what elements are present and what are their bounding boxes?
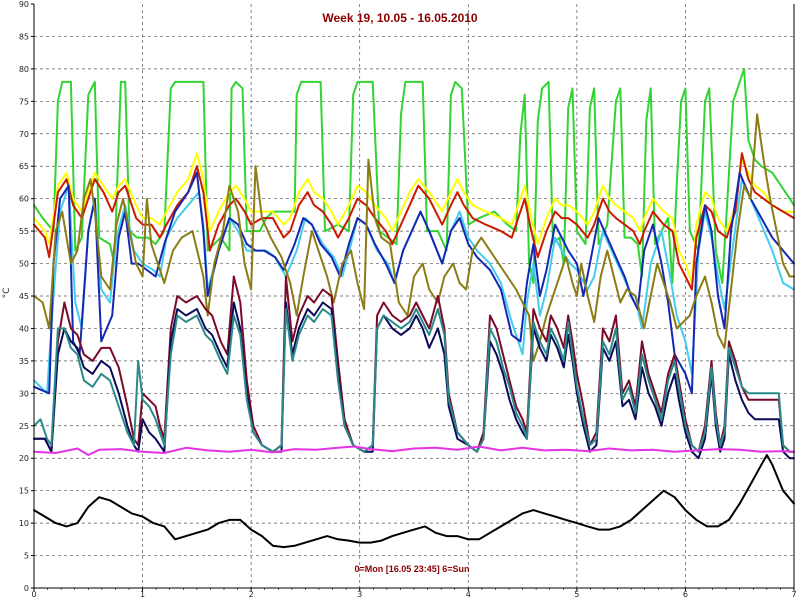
- x-tick-label: 3: [357, 590, 362, 599]
- x-tick-label: 6: [683, 590, 688, 599]
- series-line-5: [33, 171, 795, 395]
- series-line-1: [33, 67, 795, 284]
- series-line-10: [33, 445, 795, 456]
- grid: [34, 4, 794, 588]
- y-tick-label: 45: [19, 292, 29, 301]
- x-tick-label: 7: [791, 590, 796, 599]
- y-tick-label: 35: [19, 357, 29, 366]
- series-line-9: [33, 308, 795, 453]
- y-tick-label: 80: [19, 65, 29, 74]
- y-tick-label: 85: [19, 32, 29, 41]
- series-line-6: [33, 113, 795, 362]
- y-tick-label: 50: [19, 260, 29, 269]
- chart-caption: 0=Mon [16.05 23:45] 6=Sun: [354, 564, 469, 574]
- y-tick-label: 60: [19, 195, 29, 204]
- y-tick-label: 15: [19, 487, 29, 496]
- y-tick-label: 75: [19, 97, 29, 106]
- x-tick-label: 5: [574, 590, 579, 599]
- x-tick-label: 0: [31, 590, 36, 599]
- y-tick-label: 55: [19, 227, 29, 236]
- y-tick-label: 70: [19, 130, 29, 139]
- series-layer: [33, 67, 795, 549]
- y-tick-label: 25: [19, 422, 29, 431]
- x-tick-label: 1: [140, 590, 145, 599]
- axes: [31, 3, 795, 591]
- y-tick-label: 5: [24, 552, 29, 561]
- series-line-11: [33, 454, 795, 549]
- y-tick-label: 0: [24, 584, 29, 593]
- series-line-7: [33, 275, 795, 453]
- series-line-2: [33, 152, 795, 284]
- series-line-3: [33, 152, 795, 291]
- y-tick-label: 65: [19, 162, 29, 171]
- y-tick-label: 10: [19, 519, 29, 528]
- y-tick-label: 40: [19, 324, 29, 333]
- series-line-8: [33, 301, 795, 460]
- x-tick-label: 4: [466, 590, 471, 599]
- y-tick-label: 90: [19, 0, 29, 9]
- x-tick-label: 2: [249, 590, 254, 599]
- y-axis-label: °C: [2, 288, 12, 299]
- y-tick-label: 20: [19, 454, 29, 463]
- chart-title: Week 19, 10.05 - 16.05.2010: [322, 11, 478, 25]
- y-tick-label: 30: [19, 389, 29, 398]
